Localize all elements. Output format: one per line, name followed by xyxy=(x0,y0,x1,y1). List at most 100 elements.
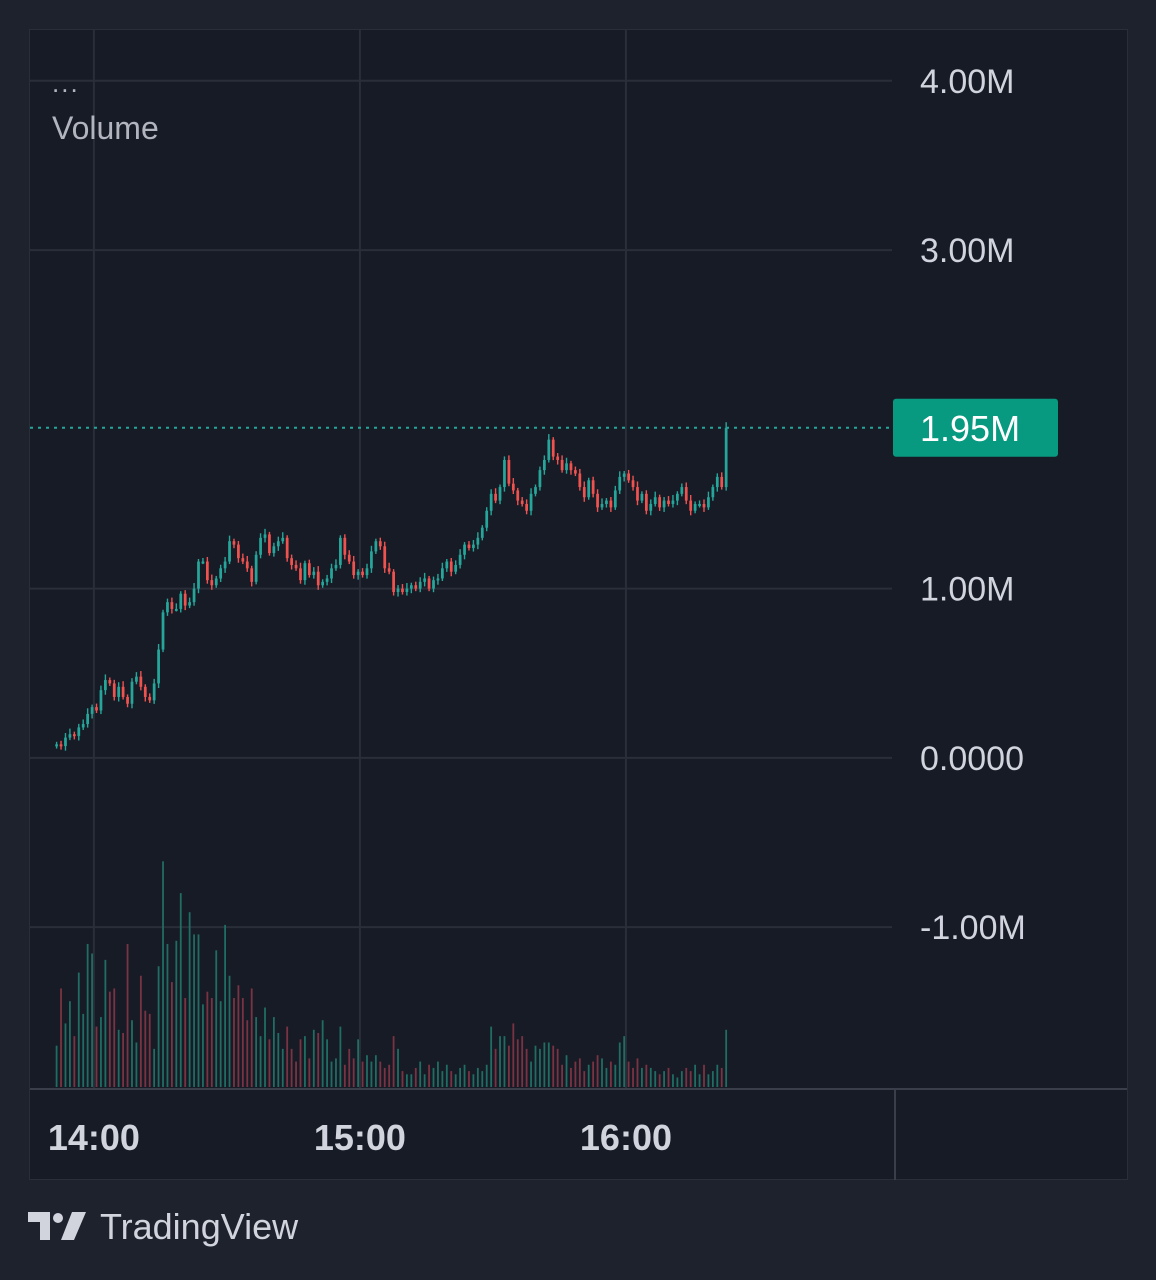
volume-bar xyxy=(357,1039,360,1087)
volume-bar xyxy=(299,1039,302,1087)
candle-body xyxy=(667,500,670,504)
volume-bar xyxy=(162,861,164,1087)
volume-bar xyxy=(485,1064,488,1087)
candle-body xyxy=(392,571,395,593)
volume-bar xyxy=(667,1067,670,1087)
volume-bar xyxy=(676,1077,679,1087)
candle-body xyxy=(121,686,125,697)
candle-body xyxy=(498,487,502,501)
candle-body xyxy=(698,503,701,506)
candle-body xyxy=(720,476,724,488)
volume-bar xyxy=(215,950,218,1087)
volume-bar xyxy=(179,893,182,1087)
candle-body xyxy=(321,581,325,586)
volume-bar xyxy=(525,1048,528,1087)
candle-body xyxy=(569,463,573,471)
volume-bar xyxy=(55,1045,58,1087)
candle-body xyxy=(210,580,214,586)
candle-body xyxy=(409,585,413,589)
candle-body xyxy=(148,696,152,701)
volume-bar xyxy=(184,998,187,1087)
volume-bar xyxy=(117,1029,120,1087)
volume-bar xyxy=(587,1064,590,1087)
legend-menu-dots[interactable]: ... xyxy=(52,68,80,98)
candle-body xyxy=(658,497,662,508)
volume-bar xyxy=(516,1039,519,1087)
candle-body xyxy=(538,470,542,488)
candle-body xyxy=(649,503,653,511)
candle-body xyxy=(77,727,81,736)
candle-body xyxy=(707,497,710,508)
volume-bar xyxy=(317,1032,320,1087)
candle-body xyxy=(232,541,236,545)
candle-body xyxy=(152,683,156,701)
candle-body xyxy=(463,544,466,555)
volume-bar xyxy=(552,1045,555,1087)
volume-bar xyxy=(609,1061,612,1087)
volume-bar xyxy=(725,1029,728,1087)
candle-body xyxy=(223,561,227,569)
candle-body xyxy=(307,563,311,576)
candle-body xyxy=(715,476,719,488)
volume-bar xyxy=(472,1074,475,1087)
volume-bar xyxy=(419,1061,422,1087)
volume-bar xyxy=(60,988,62,1087)
volume-bar xyxy=(139,975,142,1087)
candle-body xyxy=(711,487,715,498)
volume-bar xyxy=(330,1061,333,1087)
candle-body xyxy=(454,564,458,572)
volume-bar xyxy=(428,1064,430,1087)
volume-bar xyxy=(197,934,200,1087)
candle-body xyxy=(290,558,293,565)
candle-body xyxy=(201,561,205,564)
volume-bar xyxy=(277,1032,280,1087)
candle-body xyxy=(485,510,489,528)
y-tick-label: 4.00M xyxy=(920,63,1015,101)
volume-bar xyxy=(388,1064,391,1087)
candle-body xyxy=(534,487,537,494)
candle-body xyxy=(494,493,497,501)
candle-body xyxy=(565,463,568,471)
candle-body xyxy=(170,602,174,609)
candle-body xyxy=(188,602,192,606)
candle-body xyxy=(374,541,378,552)
volume-bar xyxy=(131,1020,133,1087)
candle-body xyxy=(489,493,493,511)
volume-bar xyxy=(335,1058,337,1087)
candle-body xyxy=(680,487,684,494)
candle-body xyxy=(157,649,160,684)
volume-bar xyxy=(108,991,111,1087)
volume-bar xyxy=(476,1067,479,1087)
volume-bar xyxy=(711,1071,714,1087)
candle-body xyxy=(237,544,240,559)
candle-body xyxy=(724,427,728,488)
volume-bar xyxy=(312,1029,315,1087)
tradingview-brand[interactable]: TradingView xyxy=(28,1206,298,1248)
volume-bar xyxy=(308,1058,311,1087)
volume-bar xyxy=(556,1048,559,1087)
x-tick-label: 16:00 xyxy=(580,1117,672,1158)
y-tick-label: -1.00M xyxy=(920,909,1026,947)
volume-bar xyxy=(649,1067,652,1087)
candle-body xyxy=(507,459,511,484)
candle-body xyxy=(529,493,533,511)
chart-frame xyxy=(29,29,1128,1180)
candle-body xyxy=(503,459,506,488)
volume-bar xyxy=(397,1048,399,1087)
volume-bar xyxy=(521,1036,524,1087)
volume-bar xyxy=(281,1048,284,1087)
candle-body xyxy=(622,473,626,477)
last-value-label-bg xyxy=(893,398,1058,457)
candle-body xyxy=(81,724,85,728)
volume-bar xyxy=(547,1042,550,1087)
volume-bar xyxy=(437,1061,439,1087)
volume-bar xyxy=(326,1039,328,1087)
volume-bar xyxy=(539,1048,541,1087)
volume-bar xyxy=(534,1045,537,1087)
volume-bar xyxy=(654,1071,657,1087)
volume-bar xyxy=(135,1042,138,1087)
candle-body xyxy=(161,612,165,650)
volume-bar xyxy=(153,1048,156,1087)
volume-bar xyxy=(272,1017,275,1087)
